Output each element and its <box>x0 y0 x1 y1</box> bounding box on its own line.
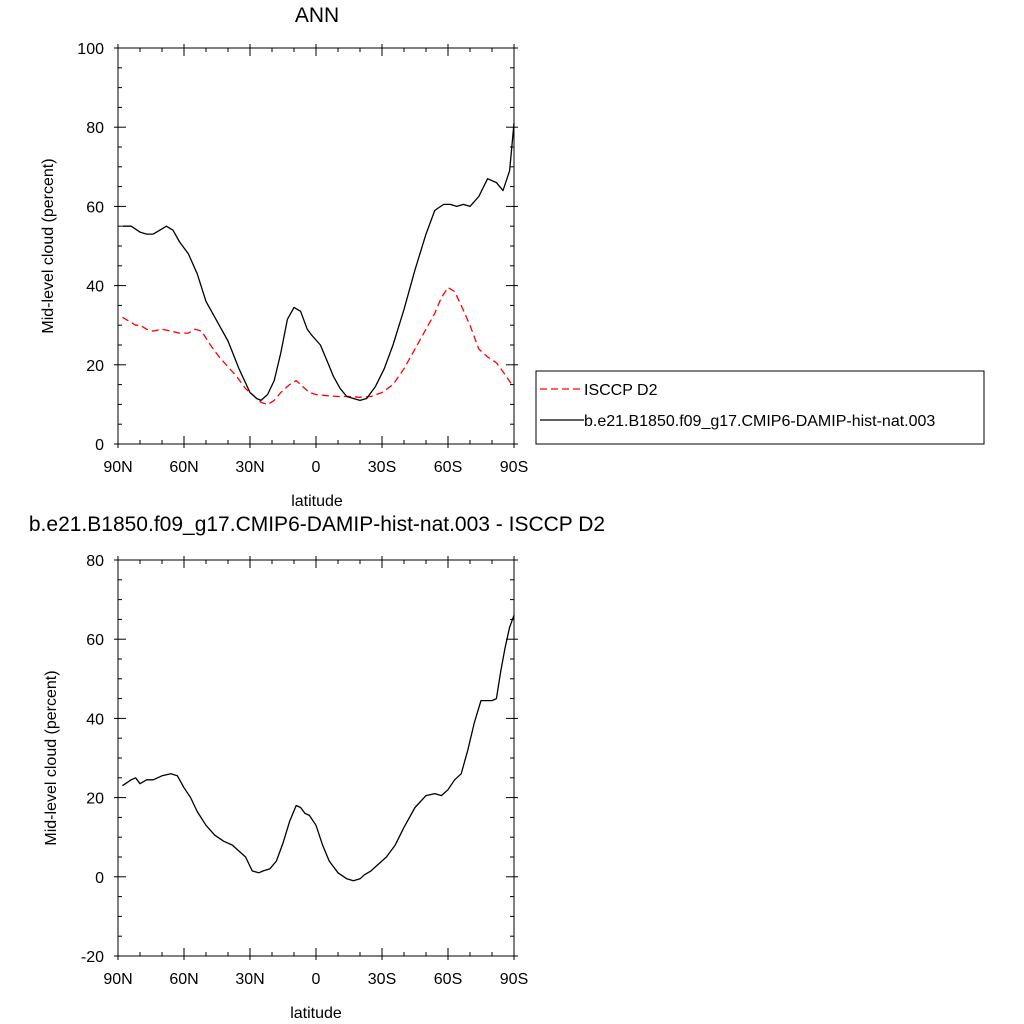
y-tick-label: -20 <box>81 949 104 966</box>
y-tick-label: 40 <box>86 711 104 728</box>
top-series-line-1 <box>122 123 515 402</box>
top-plot-frame <box>117 47 515 445</box>
legend: ISCCP D2 b.e21.B1850.f09_g17.CMIP6-DAMIP… <box>535 370 985 445</box>
bottom-axis-ticks: 90N 60N 30N 0 30S 60S 90S -20 0 20 40 60 80 <box>81 553 528 988</box>
top-series-lines <box>122 123 515 406</box>
bottom-chart-title: b.e21.B1850.f09_g17.CMIP6-DAMIP-hist-nat… <box>29 513 605 536</box>
x-tick-label: 60N <box>169 459 198 476</box>
x-tick-label: 0 <box>312 459 321 476</box>
x-tick-label: 60S <box>434 971 462 988</box>
x-tick-label: 30S <box>368 971 396 988</box>
y-tick-label: 20 <box>86 791 104 808</box>
x-tick-label: 60S <box>434 459 462 476</box>
y-tick-label: 0 <box>95 437 104 454</box>
x-tick-label: 30N <box>235 971 264 988</box>
y-tick-label: 20 <box>86 358 104 375</box>
legend-box <box>535 370 985 445</box>
y-tick-label: 60 <box>86 199 104 216</box>
bottom-plot-frame <box>117 559 515 957</box>
top-panel: ANN Mid-level cloud (percent) latitude 9… <box>40 4 528 510</box>
y-tick-label: 80 <box>86 120 104 137</box>
top-chart-title: ANN <box>295 4 339 27</box>
bottom-y-axis-label: Mid-level cloud (percent) <box>43 670 60 845</box>
x-tick-label: 30N <box>235 459 264 476</box>
top-x-axis-label: latitude <box>291 493 343 510</box>
top-series-line-0 <box>122 286 513 406</box>
x-tick-label: 60N <box>169 971 198 988</box>
bottom-panel: b.e21.B1850.f09_g17.CMIP6-DAMIP-hist-nat… <box>29 513 605 1022</box>
y-tick-label: 100 <box>77 41 104 58</box>
x-tick-label: 0 <box>312 971 321 988</box>
legend-label-isccp: ISCCP D2 <box>584 382 658 399</box>
bottom-x-axis-label: latitude <box>290 1005 342 1022</box>
top-axis-ticks: 90N 60N 30N 0 30S 60S 90S 0 20 40 60 80 100 <box>77 41 528 476</box>
legend-label-model: b.e21.B1850.f09_g17.CMIP6-DAMIP-hist-nat… <box>584 413 935 430</box>
x-tick-label: 90N <box>103 459 132 476</box>
x-tick-label: 90N <box>103 971 132 988</box>
x-tick-label: 90S <box>500 459 528 476</box>
x-tick-label: 90S <box>500 971 528 988</box>
y-tick-label: 0 <box>95 870 104 887</box>
bottom-series-lines <box>122 615 515 882</box>
top-y-axis-label: Mid-level cloud (percent) <box>40 158 57 333</box>
x-tick-label: 30S <box>368 459 396 476</box>
y-tick-label: 40 <box>86 279 104 296</box>
y-tick-label: 80 <box>86 553 104 570</box>
y-tick-label: 60 <box>86 632 104 649</box>
bottom-series-line-0 <box>122 615 515 882</box>
